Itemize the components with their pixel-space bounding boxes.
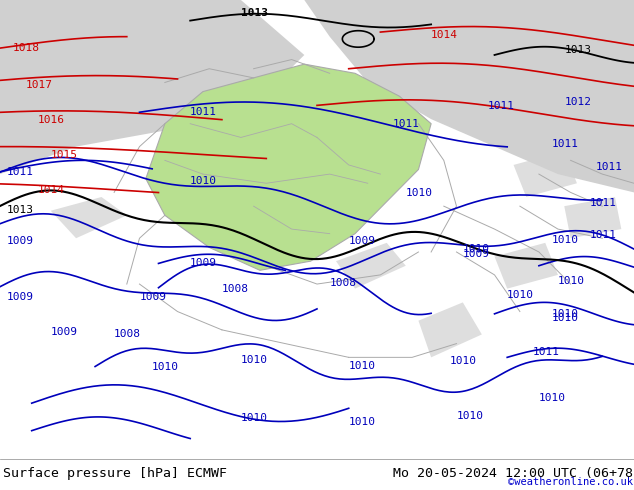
Text: 1010: 1010 [463,244,490,254]
Text: 1009: 1009 [139,292,167,302]
Text: 1009: 1009 [6,292,34,302]
Text: 1016: 1016 [38,115,65,125]
Text: 1013: 1013 [241,8,268,18]
Polygon shape [564,197,621,238]
Text: 1008: 1008 [114,329,141,339]
Text: 1009: 1009 [6,236,34,246]
Text: 1009: 1009 [190,258,217,268]
Text: 1010: 1010 [450,356,477,366]
Text: 1010: 1010 [507,290,534,300]
Text: 1017: 1017 [25,80,53,90]
Polygon shape [336,243,406,289]
Text: 1009: 1009 [349,236,376,246]
Text: 1012: 1012 [564,98,592,107]
Text: 1010: 1010 [552,313,579,323]
Polygon shape [495,243,558,289]
Text: 1010: 1010 [152,362,179,372]
Text: 1018: 1018 [13,43,40,53]
Text: Surface pressure [hPa] ECMWF: Surface pressure [hPa] ECMWF [3,467,227,480]
Text: 1011: 1011 [533,347,560,357]
Text: 1009: 1009 [51,327,78,338]
Text: 1010: 1010 [456,411,484,421]
Text: 1011: 1011 [488,101,515,111]
Text: 1009: 1009 [463,248,490,259]
Text: 1011: 1011 [552,139,579,148]
Polygon shape [51,197,127,238]
Text: 1015: 1015 [51,150,78,160]
Polygon shape [0,0,304,193]
Text: 1011: 1011 [590,198,617,208]
Text: 1010: 1010 [241,355,268,365]
Text: 1011: 1011 [6,167,34,177]
Text: 1011: 1011 [590,230,617,240]
Text: 1014: 1014 [38,185,65,196]
Text: ©weatheronline.co.uk: ©weatheronline.co.uk [508,477,633,488]
Text: 1013: 1013 [564,45,592,55]
Text: 1011: 1011 [393,120,420,129]
Text: 1010: 1010 [349,417,376,427]
Text: 1014: 1014 [431,29,458,40]
Text: 1010: 1010 [539,393,566,403]
Text: 1008: 1008 [222,284,249,294]
Text: 1010: 1010 [552,309,579,319]
Text: 1010: 1010 [241,413,268,422]
Polygon shape [146,64,431,270]
Text: 1013: 1013 [6,205,34,215]
Text: 1010: 1010 [406,188,433,198]
Text: 1010: 1010 [349,361,376,371]
Polygon shape [304,0,634,193]
Polygon shape [418,302,482,357]
Text: 1010: 1010 [190,176,217,186]
Text: 1010: 1010 [552,235,579,245]
Text: 1011: 1011 [190,107,217,118]
Polygon shape [514,151,577,197]
Text: Mo 20-05-2024 12:00 UTC (06+78): Mo 20-05-2024 12:00 UTC (06+78) [393,467,634,480]
Text: 1011: 1011 [596,162,623,172]
Text: 1008: 1008 [330,278,357,288]
Text: 1010: 1010 [558,276,585,286]
